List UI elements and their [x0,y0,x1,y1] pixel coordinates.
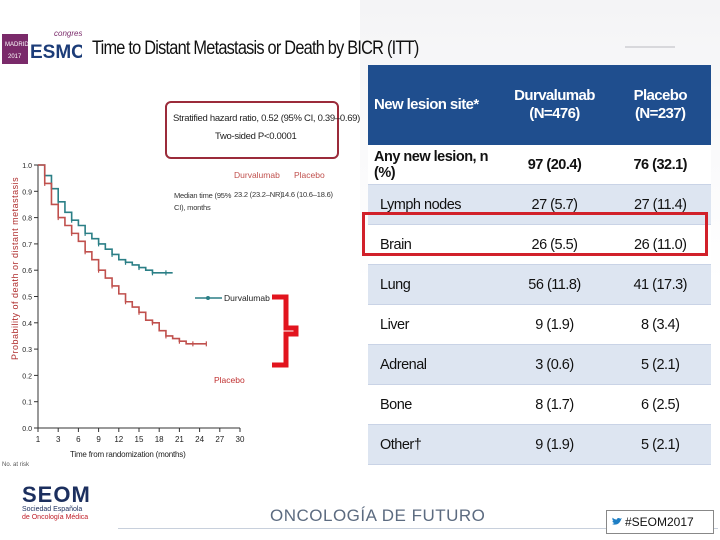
row-site: Brain [368,224,500,265]
x-tick-label: 15 [135,435,144,444]
row-durvalumab: 9 (1.9) [499,424,610,465]
y-tick-label: 0.8 [22,216,32,223]
y-tick-label: 0.1 [22,400,32,407]
red-bracket [272,294,299,368]
hashtag-badge: #SEOM2017 [606,510,714,534]
twitter-bird-icon [612,517,622,525]
header-durvalumab-name: Durvalumab [514,87,595,104]
km-figure: MADRID 2017 ESMO congress Time to Distan… [0,0,419,470]
decorative-line [625,46,675,48]
x-tick-label: 9 [96,435,101,444]
x-tick-label: 6 [76,435,81,444]
y-tick-label: 0.9 [22,189,32,196]
footer: SEOM Sociedad Española de Oncología Médi… [0,470,720,540]
logo-year: 2017 [8,54,22,60]
logo-brand: ESMO [30,42,82,63]
row-placebo: 5 (2.1) [609,424,711,465]
x-tick-label: 18 [155,435,164,444]
seom-logo: SEOM Sociedad Española de Oncología Médi… [22,484,112,522]
legend-placebo-header: Placebo [294,170,325,180]
row-placebo: 41 (17.3) [609,264,711,305]
row-placebo: 5 (2.1) [609,344,711,385]
row-durvalumab: 97 (20.4) [499,145,610,185]
placebo-km-curve [38,164,207,345]
new-lesion-table: New lesion site* Durvalumab (N=476) Plac… [368,65,711,465]
x-tick-label: 30 [236,435,245,444]
row-site: Liver [368,304,500,345]
logo-city: MADRID [5,42,29,48]
header-placebo-n: (N=237) [635,105,686,122]
x-tick-label: 12 [114,435,123,444]
y-tick-label: 0.7 [22,242,32,249]
row-site: Bone [368,384,500,425]
row-durvalumab: 27 (5.7) [499,184,610,225]
header-placebo: Placebo (N=237) [609,65,711,145]
x-tick-label: 1 [36,435,41,444]
hazard-ratio-text: Stratified hazard ratio, 0.52 (95% CI, 0… [173,113,361,124]
y-tick-label: 0.0 [22,426,32,433]
header-site: New lesion site* [368,65,500,145]
durvalumab-legend-marker [206,296,210,300]
seom-logo-text: SEOM [22,482,91,507]
hazard-ratio-box: Stratified hazard ratio, 0.52 (95% CI, 0… [165,101,360,159]
p-value-text: Two-sided P<0.0001 [215,131,297,142]
footer-tagline: ONCOLOGÍA DE FUTURO [270,506,486,525]
durvalumab-series-label: Durvalumab [224,293,270,303]
durvalumab-km-curve [38,164,173,274]
x-tick-label: 27 [215,435,224,444]
row-placebo: 8 (3.4) [609,304,711,345]
figure-footnote: No. at risk [2,462,30,468]
table-row: Other† 9 (1.9) 5 (2.1) [368,424,711,465]
brain-row-highlight [362,212,708,256]
row-site: Lung [368,264,500,305]
y-tick-label: 1.0 [22,163,32,170]
hashtag-text: #SEOM2017 [625,515,694,529]
table-row: Brain 26 (5.5) 26 (11.0) [368,224,711,265]
y-tick-label: 0.5 [22,295,32,302]
row-durvalumab: 9 (1.9) [499,304,610,345]
row-placebo: 76 (32.1) [609,145,711,185]
legend-durvalumab-median: 23.2 (23.2–NR) [234,190,283,199]
y-tick-label: 0.4 [22,321,32,328]
table-row: Bone 8 (1.7) 6 (2.5) [368,384,711,425]
x-tick-label: 24 [195,435,204,444]
table-row: Lymph nodes 27 (5.7) 27 (11.4) [368,184,711,225]
table-row: Lung 56 (11.8) 41 (17.3) [368,264,711,305]
row-placebo: 26 (11.0) [609,224,711,265]
placebo-series-label: Placebo [214,375,245,385]
legend-durvalumab-header: Durvalumab [234,170,280,180]
logo-word: congress [54,29,82,38]
y-tick-label: 0.3 [22,347,32,354]
figure-title: Time to Distant Metastasis or Death by B… [92,38,419,59]
row-site: Other† [368,424,500,465]
footer-divider [118,528,718,529]
table-row: Adrenal 3 (0.6) 5 (2.1) [368,344,711,385]
row-placebo: 27 (11.4) [609,184,711,225]
table-row: Any new lesion, n (%) 97 (20.4) 76 (32.1… [368,145,711,185]
row-durvalumab: 26 (5.5) [499,224,610,265]
y-tick-label: 0.2 [22,373,32,380]
table-header-row: New lesion site* Durvalumab (N=476) Plac… [368,65,711,145]
x-tick-label: 21 [175,435,184,444]
x-tick-label: 3 [56,435,61,444]
km-plot: 1 3 6 9 12 15 18 21 24 27 30 1.0 0.9 0.8 0.7 0.6 0.5 0.4 0… [22,163,245,444]
row-durvalumab: 3 (0.6) [499,344,610,385]
header-placebo-name: Placebo [633,87,688,104]
seom-logo-sub2: de Oncología Médica [22,514,89,521]
table-row: Liver 9 (1.9) 8 (3.4) [368,304,711,345]
row-site: Adrenal [368,344,500,385]
seom-logo-sub1: Sociedad Española [22,506,83,513]
legend-placebo-median: 14.6 (10.6–18.6) [281,190,333,199]
row-placebo: 6 (2.5) [609,384,711,425]
row-durvalumab: 56 (11.8) [499,264,610,305]
legend-row-label: Median time (95% CI), months [174,191,232,212]
esmo-congress-logo: MADRID 2017 ESMO congress [2,29,82,64]
x-axis-label: Time from randomization (months) [70,450,186,459]
header-durvalumab: Durvalumab (N=476) [499,65,610,145]
y-tick-label: 0.6 [22,268,32,275]
row-durvalumab: 8 (1.7) [499,384,610,425]
row-site: Any new lesion, n (%) [368,145,500,185]
row-site: Lymph nodes [368,184,500,225]
header-durvalumab-n: (N=476) [529,105,580,122]
